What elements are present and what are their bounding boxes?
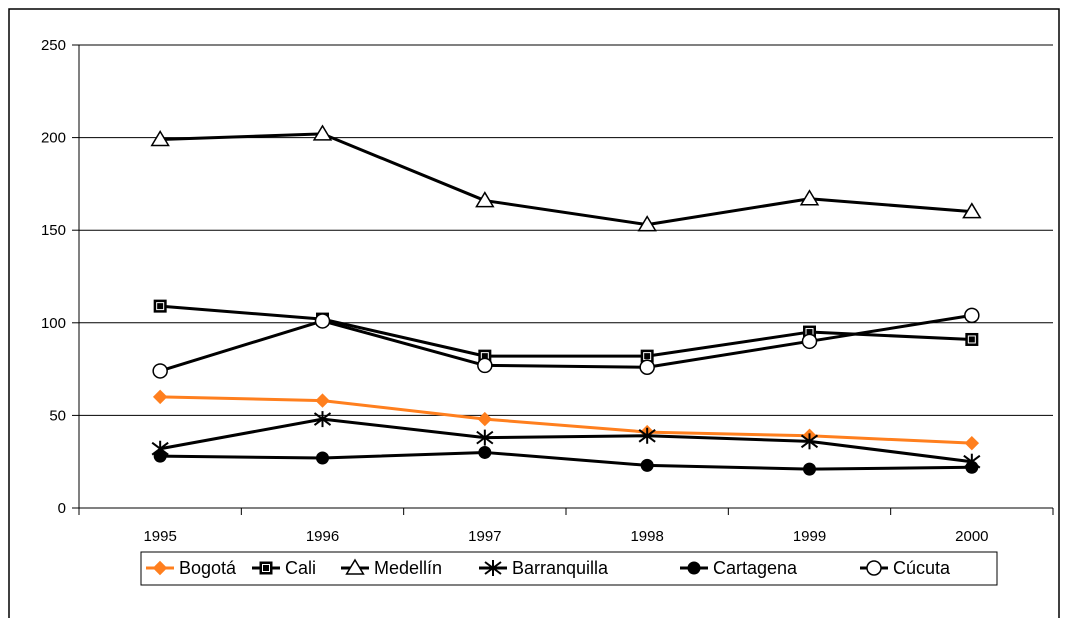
legend-label: Cartagena <box>713 558 798 578</box>
data-point <box>312 124 333 141</box>
data-point <box>639 359 655 375</box>
legend-marker <box>484 560 502 576</box>
data-point <box>475 191 495 208</box>
series-medellin <box>150 124 982 232</box>
y-tick-label: 100 <box>41 315 66 332</box>
legend-marker <box>345 558 365 575</box>
data-point <box>637 215 657 232</box>
series-cartagena <box>153 445 979 476</box>
series-barranquilla <box>151 411 981 470</box>
x-tick-label: 1997 <box>468 528 501 545</box>
axes <box>72 44 1054 515</box>
series-group <box>150 124 982 476</box>
y-tick-label: 250 <box>41 37 66 54</box>
data-point <box>799 189 820 206</box>
series-line <box>159 417 973 464</box>
y-tick-labels: 0 50 100 150 200 250 <box>41 37 66 517</box>
x-tick-label: 1996 <box>306 528 339 545</box>
x-tick-label: 2000 <box>955 528 988 545</box>
y-tick-label: 150 <box>41 222 66 239</box>
legend-entry: Cúcuta <box>860 558 951 578</box>
data-point <box>153 299 167 313</box>
data-point <box>315 393 330 408</box>
data-point <box>800 433 819 450</box>
data-point <box>478 445 492 459</box>
data-point <box>801 333 818 350</box>
data-point <box>640 458 654 472</box>
y-tick-label: 200 <box>41 130 66 147</box>
x-tick-label: 1995 <box>143 528 176 545</box>
data-point <box>965 460 979 474</box>
legend-label: Barranquilla <box>512 558 609 578</box>
data-point <box>313 411 332 428</box>
data-point <box>964 435 980 451</box>
data-point <box>962 202 982 219</box>
data-point <box>964 307 980 324</box>
series-line <box>159 313 973 373</box>
x-tick-labels: 1995 1996 1997 1998 1999 2000 <box>143 528 988 545</box>
y-tick-label: 50 <box>49 407 66 424</box>
data-point <box>152 389 168 405</box>
series-line <box>160 132 972 227</box>
legend-entry: Cali <box>252 558 316 578</box>
chart-border <box>8 8 1060 623</box>
legend-box <box>140 551 998 586</box>
legend-label: Cúcuta <box>893 558 951 578</box>
data-point <box>153 449 167 463</box>
data-point <box>150 129 170 147</box>
data-point <box>477 411 493 427</box>
data-point <box>152 363 168 379</box>
x-tick-label: 1998 <box>630 528 663 545</box>
legend-label: Bogotá <box>179 558 237 578</box>
data-point <box>314 313 331 329</box>
data-point <box>638 427 656 444</box>
legend-entry: Bogotá <box>146 558 237 578</box>
y-tick-label: 0 <box>58 500 66 517</box>
legend-entry: Barranquilla <box>479 558 609 578</box>
data-point <box>477 357 493 374</box>
data-point <box>965 332 979 346</box>
legend-marker <box>259 561 273 575</box>
legend: Bogotá Cali Medellín Barranquilla Cartagena C… <box>140 551 998 586</box>
series-line <box>160 395 972 445</box>
series-line <box>160 304 972 358</box>
legend-label: Cali <box>285 558 316 578</box>
legend-entry: Medellín <box>341 558 442 578</box>
data-point <box>803 462 816 476</box>
legend-marker <box>866 560 882 576</box>
legend-marker <box>687 561 701 575</box>
legend-entry: Cartagena <box>680 558 798 578</box>
series-cucuta <box>152 307 980 379</box>
x-tick-label: 1999 <box>793 528 826 545</box>
legend-label: Medellín <box>374 558 442 578</box>
data-point <box>476 429 494 446</box>
legend-marker <box>152 560 168 576</box>
series-line <box>160 450 972 471</box>
data-point <box>316 451 329 465</box>
